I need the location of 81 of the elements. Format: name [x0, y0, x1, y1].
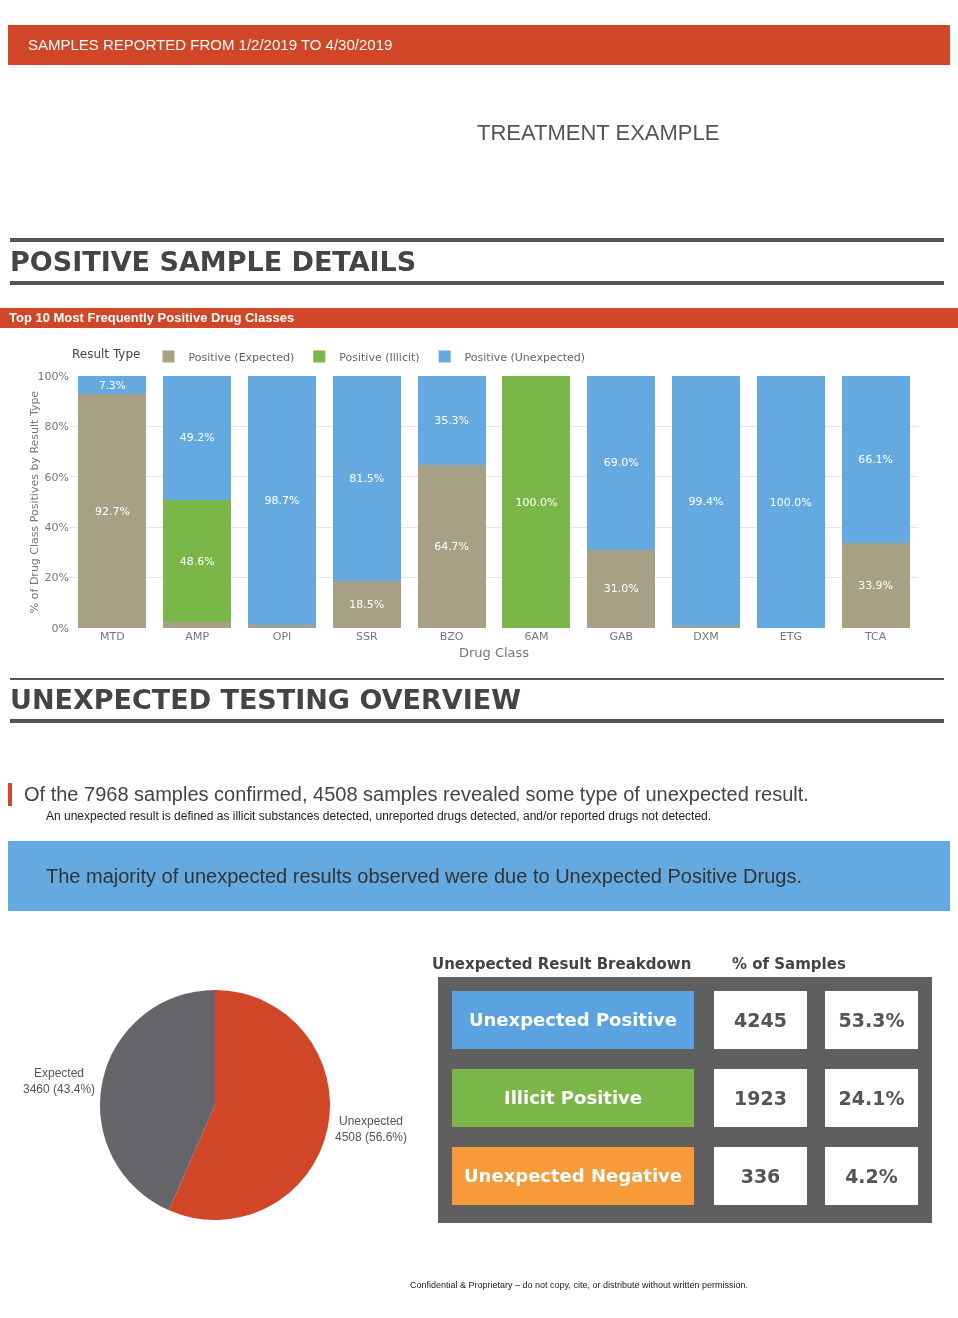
y-tick-label: 20%: [44, 571, 69, 585]
y-tick-label: 0%: [51, 621, 69, 635]
category-label: Illicit Positive: [452, 1069, 694, 1127]
y-tick-label: 40%: [44, 521, 69, 535]
data-label: 1923: [714, 1069, 807, 1127]
bar: [417, 464, 486, 628]
data-label: 98.7%: [264, 493, 300, 507]
category-label: Unexpected Positive: [452, 991, 694, 1049]
bar: [163, 499, 232, 623]
x-tick-label: MTD: [100, 630, 125, 643]
legend-label: Positive (Illicit): [339, 350, 420, 364]
data-label: 3460 (43.4%): [22, 1081, 96, 1096]
x-tick-label: DXM: [693, 630, 719, 643]
data-label: 92.7%: [94, 504, 130, 518]
x-tick-label: GAB: [609, 630, 633, 643]
y-axis-title: % of Drug Class Positives by Result Type: [28, 390, 41, 614]
text: The majority of unexpected results observed were due to Unexpected Positive Drugs.: [8, 841, 950, 911]
y-tick-label: 60%: [44, 470, 69, 484]
pie-slice: [168, 990, 330, 1220]
data-label: 100.0%: [515, 495, 558, 509]
data-label: 4245: [714, 991, 807, 1049]
bar: [587, 549, 656, 628]
data-label: 35.3%: [434, 413, 470, 427]
x-tick-label: SSR: [356, 630, 378, 643]
legend-label: Positive (Expected): [188, 350, 295, 364]
bar: [502, 376, 571, 628]
data-label: 49.2%: [179, 431, 215, 445]
pie-slice: [100, 990, 215, 1211]
data-label: 53.3%: [825, 991, 918, 1049]
x-tick-label: BZO: [439, 630, 464, 643]
bar: [587, 376, 656, 550]
bar: [163, 622, 232, 628]
bar: [78, 394, 147, 628]
data-label: 4.2%: [825, 1147, 918, 1205]
text: Unexpected Result Breakdown: [432, 955, 692, 973]
y-tick-label: 100%: [37, 369, 69, 383]
text: TREATMENT EXAMPLE: [477, 120, 720, 146]
bar: [417, 376, 486, 465]
data-label: 66.1%: [858, 452, 894, 466]
text: SAMPLES REPORTED FROM 1/2/2019 TO 4/30/2019: [8, 25, 950, 65]
legend-title: Result Type: [72, 346, 141, 361]
data-label: 18.5%: [349, 598, 385, 612]
data-label: 100.0%: [769, 495, 812, 509]
text: POSITIVE SAMPLE DETAILS: [10, 238, 944, 285]
data-label: 4508 (56.6%): [334, 1130, 408, 1145]
x-tick-label: ETG: [779, 630, 802, 643]
bar: [672, 376, 740, 627]
bar: [332, 376, 401, 582]
bar: [248, 624, 316, 628]
text: An unexpected result is defined as illicit substances detected, unreported drugs detected, and/or reported drugs not detected.: [46, 809, 712, 823]
bar: [841, 376, 910, 543]
data-label: 33.9%: [858, 578, 894, 592]
data-label: 81.5%: [349, 472, 385, 486]
x-tick-label: 6AM: [524, 630, 549, 643]
data-label: 99.4%: [688, 494, 724, 508]
bar: [163, 376, 232, 500]
x-tick-label: TCA: [863, 630, 887, 643]
data-label: 336: [714, 1147, 807, 1205]
data-label: 7.3%: [99, 378, 126, 391]
data-label: 48.6%: [179, 554, 215, 568]
bar: [248, 376, 316, 625]
bar: [841, 542, 910, 628]
x-tick-label: AMP: [185, 630, 210, 643]
data-label: 24.1%: [825, 1069, 918, 1127]
y-tick-label: 80%: [44, 420, 69, 434]
bar: [756, 376, 825, 628]
text: UNEXPECTED TESTING OVERVIEW: [10, 678, 944, 723]
series-label: % of Samples: [732, 955, 846, 973]
data-label: 64.7%: [434, 539, 470, 553]
bar: [332, 581, 401, 628]
x-axis-title: Drug Class: [458, 644, 530, 660]
legend-label: Positive (Unexpected): [464, 350, 586, 364]
slice-label: Expected: [33, 1065, 85, 1080]
chart-title: Top 10 Most Frequently Positive Drug Classes: [0, 308, 958, 328]
text: Of the 7968 samples confirmed, 4508 samples revealed some type of unexpected result.: [8, 783, 809, 806]
data-label: 31.0%: [603, 582, 639, 596]
data-label: 69.0%: [603, 456, 639, 470]
category-label: Unexpected Negative: [452, 1147, 694, 1205]
slice-label: Unexpected: [338, 1114, 403, 1129]
x-tick-label: OPI: [272, 630, 292, 643]
text: Confidential & Proprietary – do not copy, cite, or distribute without written permission.: [410, 1280, 748, 1290]
